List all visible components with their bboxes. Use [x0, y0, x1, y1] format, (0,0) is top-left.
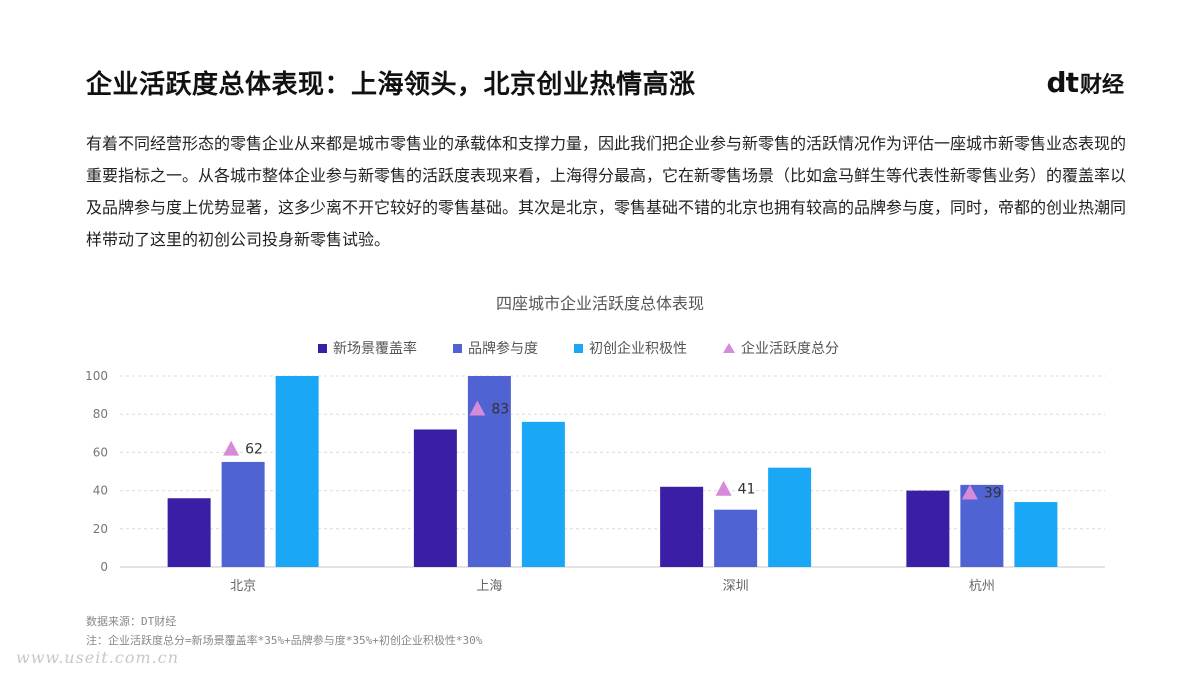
overlay-label-0: 62 [245, 442, 263, 458]
logo-cn-text: 财经 [1079, 73, 1124, 98]
source-note: 数据来源：DT财经 [86, 615, 177, 628]
chart-legend: 新场景覆盖率 品牌参与度 初创企业积极性 企业活跃度总分 [318, 338, 839, 358]
y-tick-label-60: 60 [93, 445, 108, 459]
y-tick-label-40: 40 [93, 484, 108, 498]
bar-2-0 [275, 376, 319, 567]
watermark: www.useit.com.cn [16, 648, 180, 667]
legend-swatch-series-0 [318, 343, 327, 353]
legend-swatch-series-2 [574, 343, 583, 353]
legend-label-overlay: 企业活跃度总分 [741, 341, 839, 357]
legend-label-series-2: 初创企业积极性 [589, 341, 687, 357]
overlay-marker-1 [469, 400, 486, 416]
dt-logo: dt财经 [1047, 66, 1124, 99]
bar-1-0 [221, 461, 265, 567]
overlay-marker-0 [223, 440, 240, 456]
x-tick-label-0: 北京 [230, 579, 256, 594]
legend-item-series-2: 初创企业积极性 [574, 338, 687, 358]
x-tick-label-1: 上海 [476, 579, 502, 594]
chart-title: 四座城市企业活跃度总体表现 [495, 294, 704, 313]
page-title: 企业活跃度总体表现：上海领头，北京创业热情高涨 [86, 70, 696, 100]
legend-label-series-1: 品牌参与度 [468, 341, 538, 357]
legend-label-series-0: 新场景覆盖率 [333, 341, 417, 357]
bar-2-2 [768, 467, 812, 567]
x-tick-label-3: 杭州 [969, 579, 995, 594]
y-tick-label-80: 80 [93, 407, 108, 421]
x-tick-label-2: 深圳 [723, 579, 749, 594]
bar-1-2 [714, 509, 758, 567]
overlay-label-3: 39 [984, 486, 1002, 502]
overlay-marker-3 [961, 484, 978, 500]
bar-2-3 [1014, 502, 1058, 567]
y-tick-label-20: 20 [93, 522, 108, 536]
overlay-label-1: 83 [491, 401, 509, 417]
legend-triangle-icon [723, 343, 735, 353]
intro-paragraph: 有着不同经营形态的零售企业从来都是城市零售业的承载体和支撑力量，因此我们把企业参… [86, 134, 1127, 249]
bar-2-1 [521, 421, 565, 567]
bar-0-0 [167, 498, 211, 567]
y-tick-label-100: 100 [85, 369, 108, 383]
legend-item-series-1: 品牌参与度 [453, 338, 538, 358]
bar-0-1 [413, 429, 457, 567]
bar-0-2 [660, 486, 704, 567]
legend-item-series-0: 新场景覆盖率 [318, 338, 417, 358]
y-tick-label-0: 0 [100, 560, 108, 574]
overlay-marker-2 [715, 480, 732, 496]
logo-dt-text: dt [1046, 66, 1079, 99]
formula-note: 注：企业活跃度总分=新场景覆盖率*35%+品牌参与度*35%+初创企业积极性*3… [86, 634, 483, 647]
legend-item-overlay: 企业活跃度总分 [723, 338, 839, 358]
overlay-label-2: 41 [738, 482, 756, 498]
bar-0-3 [906, 490, 950, 567]
legend-swatch-series-1 [453, 343, 462, 353]
